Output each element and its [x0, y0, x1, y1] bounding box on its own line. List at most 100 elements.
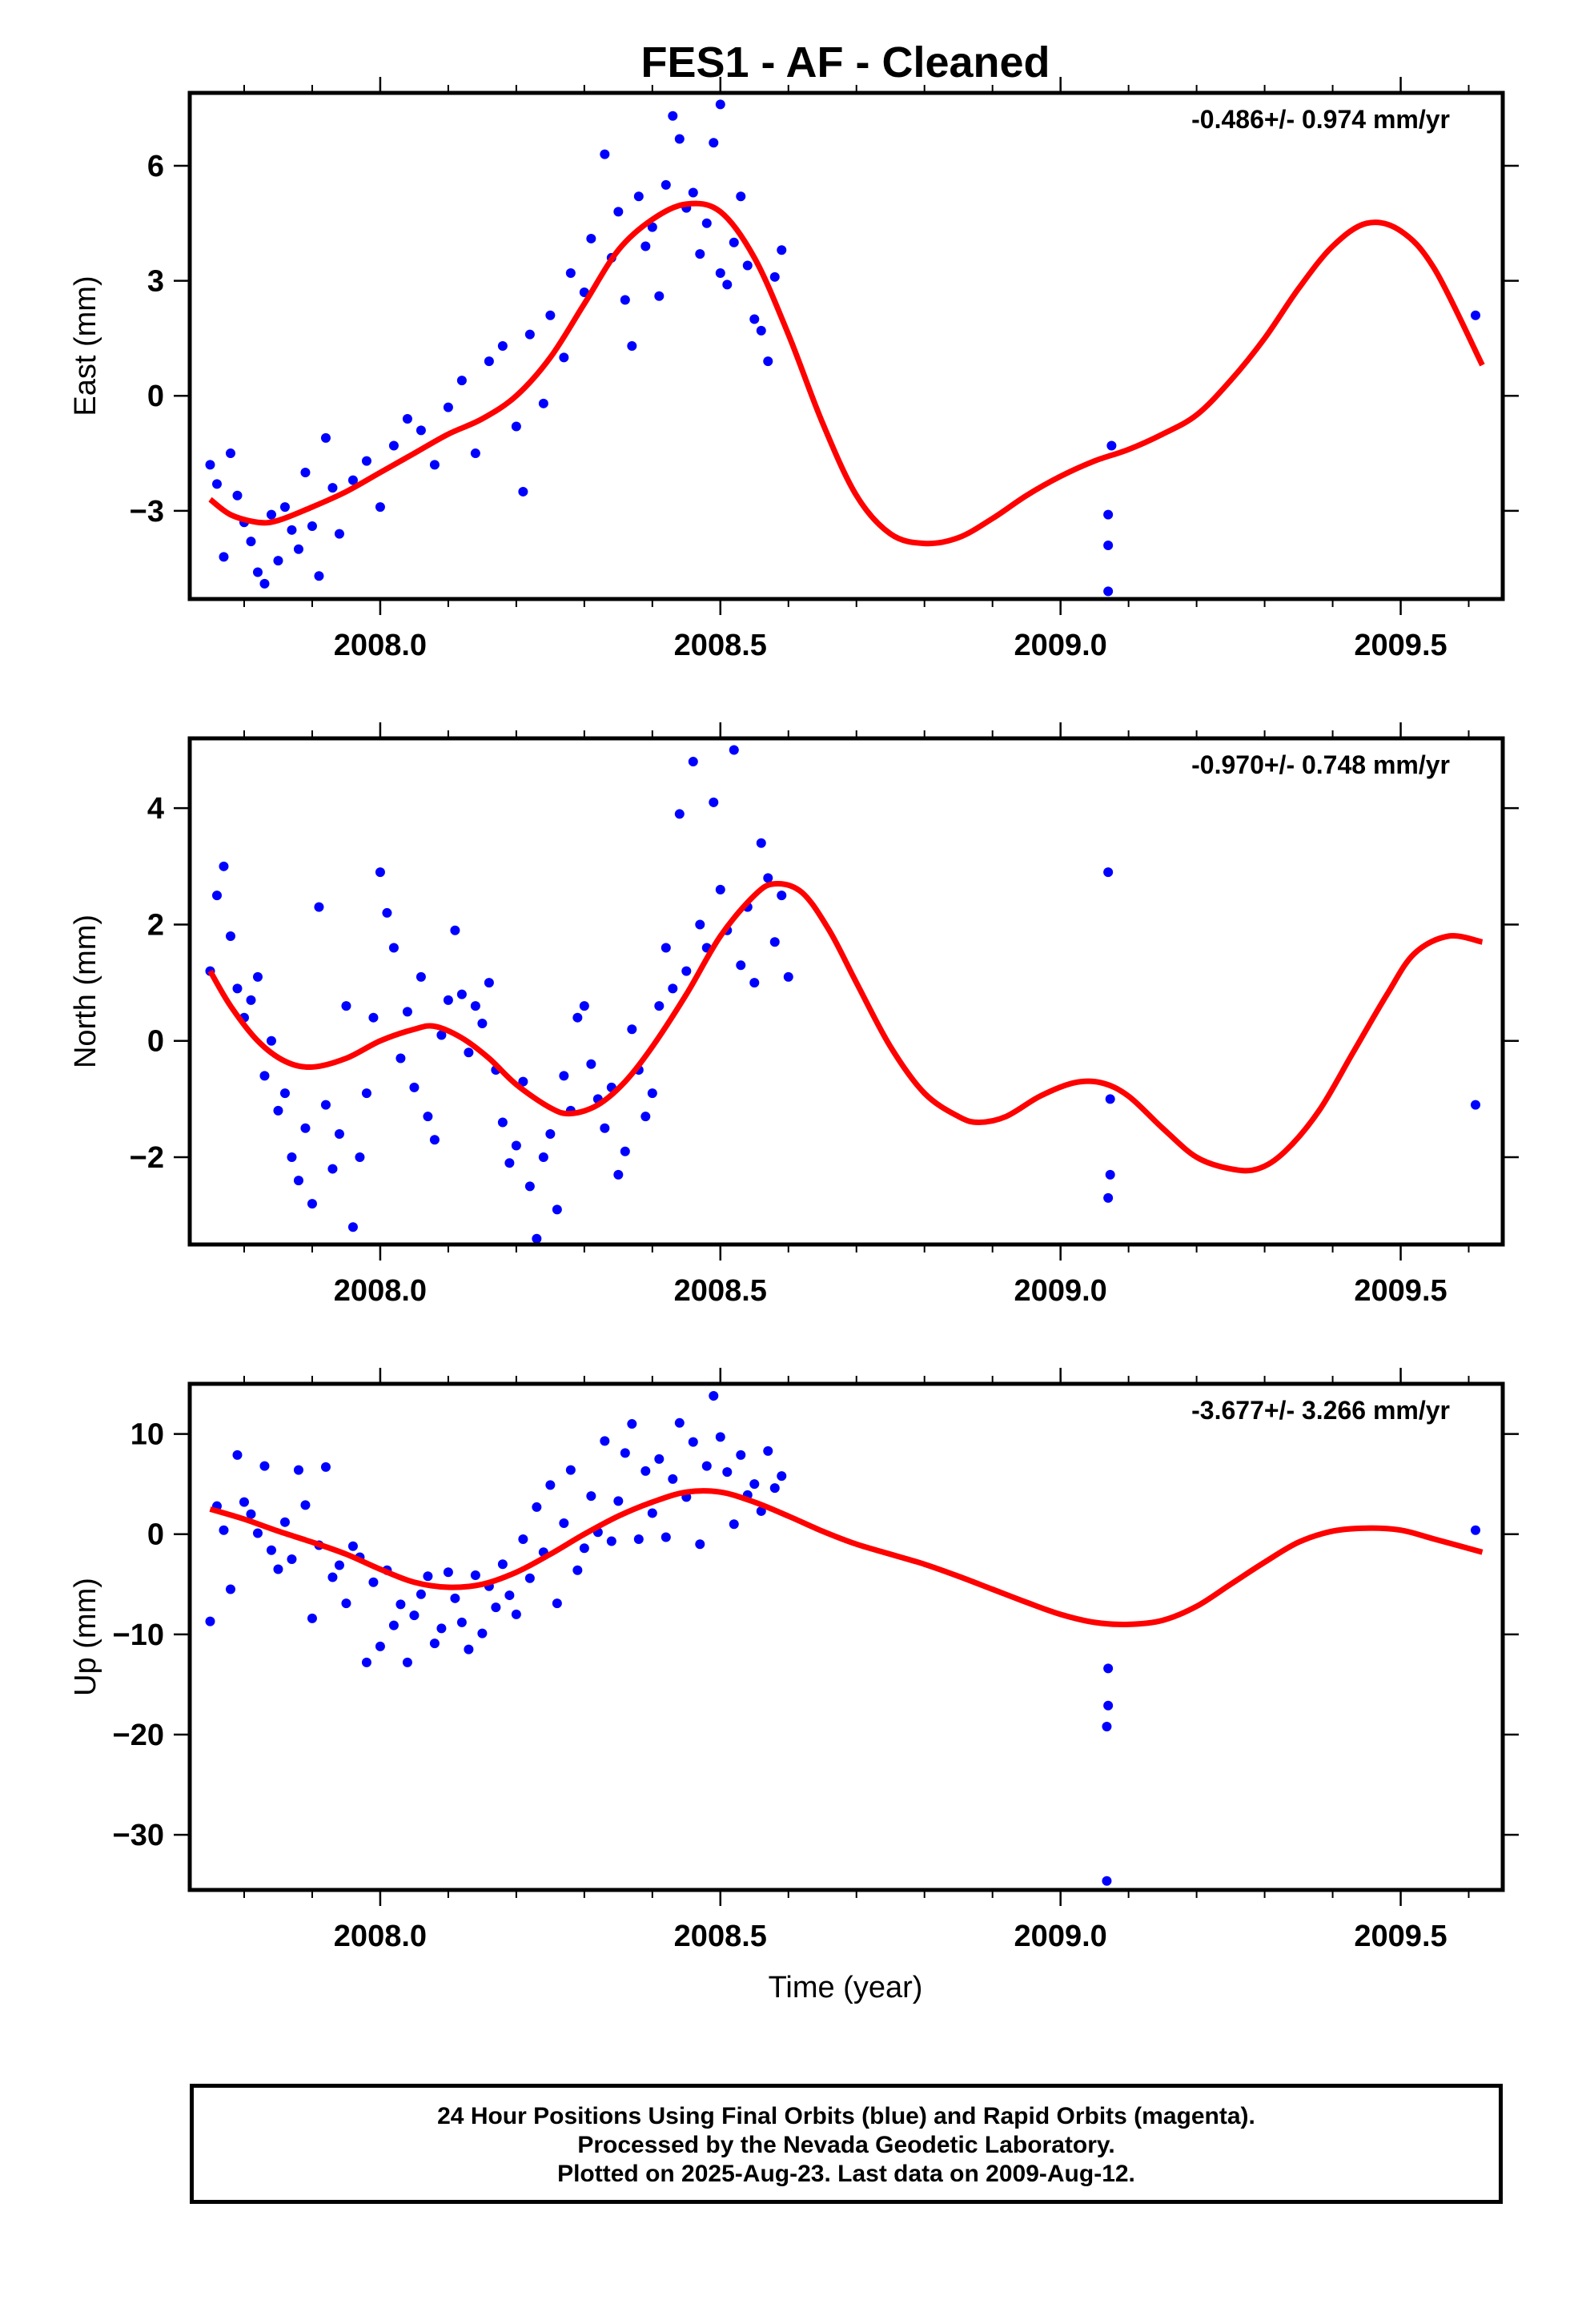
data-point: [205, 460, 215, 470]
data-point: [239, 1497, 249, 1507]
chart-panel-2: 2008.0 2008.5 2009.0 2009.5 −2 0 2 4 North (mm) -…: [69, 722, 1519, 1308]
data-point: [532, 1502, 542, 1512]
chart-title: FES1 - AF - Cleaned: [640, 38, 1050, 86]
data-point: [729, 1519, 739, 1530]
data-point: [225, 1584, 235, 1594]
data-point: [736, 960, 746, 971]
y-tick-label: −20: [113, 1719, 164, 1752]
data-point: [1471, 1525, 1481, 1535]
data-point: [572, 1012, 583, 1023]
x-tick-label: 2009.0: [1014, 629, 1107, 662]
data-point: [450, 1593, 460, 1603]
data-point: [273, 1105, 283, 1116]
y-tick-label: 6: [147, 150, 164, 183]
data-point: [640, 1466, 651, 1476]
data-point: [497, 1117, 508, 1128]
data-point: [266, 1035, 276, 1046]
data-point: [464, 1047, 474, 1058]
data-point: [1105, 1094, 1115, 1104]
data-point: [293, 1465, 303, 1475]
data-point: [327, 1164, 338, 1174]
y-tick-label: 2: [147, 908, 164, 942]
y-tick-label: 10: [130, 1418, 164, 1452]
data-point: [300, 1500, 311, 1510]
data-point: [756, 838, 766, 848]
data-point: [715, 268, 725, 279]
x-tick-label: 2009.0: [1014, 1920, 1107, 1953]
data-point: [287, 1554, 297, 1565]
data-point: [769, 1483, 780, 1494]
data-point: [586, 233, 596, 243]
data-point: [559, 352, 569, 363]
data-point: [456, 989, 467, 999]
footer-line-3: Plotted on 2025-Aug-23. Last data on 200…: [557, 2161, 1135, 2187]
data-point: [246, 1509, 256, 1519]
data-point: [429, 1135, 440, 1145]
data-point: [219, 861, 229, 871]
data-point: [1103, 1663, 1114, 1674]
data-point: [409, 1082, 420, 1092]
data-point: [388, 943, 399, 953]
data-point: [266, 1545, 276, 1555]
data-point: [565, 1465, 576, 1475]
data-point: [320, 1462, 331, 1472]
y-tick-label: 0: [147, 380, 164, 413]
data-point: [307, 521, 317, 532]
data-point: [327, 483, 338, 493]
data-point: [293, 544, 303, 554]
data-point: [334, 1560, 344, 1570]
data-point: [1471, 310, 1481, 320]
y-tick-label: 4: [147, 792, 164, 826]
data-point: [606, 1536, 616, 1546]
data-point: [1102, 1722, 1112, 1732]
data-point: [497, 341, 508, 351]
data-point: [443, 402, 453, 412]
data-point: [314, 902, 324, 912]
chart-panel-3: 2008.0 2008.5 2009.0 2009.5 −30 −20 −10 0 10 Up (…: [69, 1368, 1519, 1953]
data-point: [211, 479, 222, 489]
data-point: [246, 995, 256, 1005]
data-point: [681, 966, 692, 976]
data-point: [1105, 1169, 1115, 1180]
data-point: [219, 552, 229, 562]
data-point: [552, 1598, 562, 1609]
x-tick-label: 2008.5: [674, 1274, 767, 1308]
data-point: [613, 1169, 624, 1180]
data-point: [361, 456, 371, 466]
data-point: [729, 745, 739, 755]
data-point: [749, 1479, 760, 1490]
y-tick-label: −10: [113, 1618, 164, 1652]
data-point: [538, 398, 548, 408]
data-point: [504, 1158, 515, 1168]
data-point: [565, 268, 576, 279]
data-point: [375, 502, 385, 513]
data-point: [416, 1589, 426, 1599]
data-point: [695, 1539, 705, 1550]
y-tick-label: 3: [147, 265, 164, 299]
y-tick-label: −30: [113, 1819, 164, 1852]
data-point: [674, 1417, 685, 1428]
data-point: [232, 1449, 243, 1460]
data-point: [347, 1222, 358, 1232]
data-point: [1103, 509, 1114, 520]
data-point: [668, 1474, 678, 1484]
data-point: [456, 1617, 467, 1627]
data-point: [688, 187, 698, 198]
data-point: [736, 1449, 746, 1460]
data-point: [246, 537, 256, 547]
data-point: [647, 1508, 657, 1518]
data-point: [559, 1071, 569, 1081]
data-point: [388, 1620, 399, 1630]
data-point: [279, 1088, 290, 1099]
data-point: [273, 556, 283, 566]
data-point: [647, 222, 657, 232]
data-point: [273, 1564, 283, 1574]
data-point: [252, 567, 263, 577]
data-point: [620, 295, 630, 305]
data-point: [640, 1112, 651, 1122]
x-tick-label: 2008.5: [674, 629, 767, 662]
data-point: [709, 138, 719, 148]
x-tick-label: 2008.0: [334, 1274, 427, 1308]
data-point: [368, 1012, 379, 1023]
